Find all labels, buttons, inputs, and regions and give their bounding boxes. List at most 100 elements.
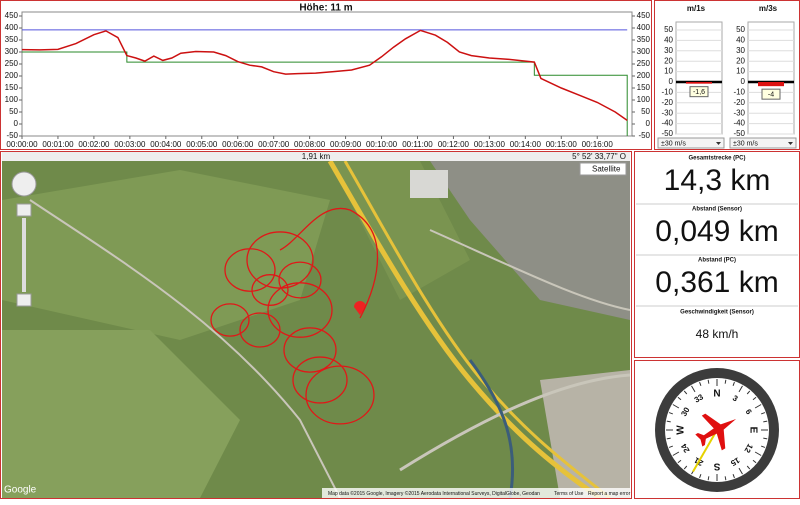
highway xyxy=(327,161,602,498)
map-logo: Google xyxy=(4,485,37,496)
x-tick-label: 00:15:00 xyxy=(546,140,578,149)
y-tick-label: 300 xyxy=(5,47,19,56)
map-attribution: Map data ©2015 Google, Imagery ©2015 Aer… xyxy=(328,490,540,497)
x-tick-label: 00:01:00 xyxy=(42,140,74,149)
road xyxy=(429,229,630,311)
y-tick-label: 400 xyxy=(5,23,19,32)
pan-control[interactable] xyxy=(11,171,37,197)
compass-tick xyxy=(668,412,674,415)
y-tick-label: -50 xyxy=(6,131,18,140)
y-tick-label: 200 xyxy=(5,71,19,80)
canal xyxy=(468,359,515,498)
y-tick-label: 10 xyxy=(736,67,745,76)
compass-tick xyxy=(738,385,743,393)
highway xyxy=(343,161,611,498)
y-tick-label: 100 xyxy=(5,95,19,104)
y-tick-label: -10 xyxy=(733,88,745,97)
y-tick-label: -40 xyxy=(733,119,745,128)
stat-value: 0,361 km xyxy=(655,266,778,299)
x-tick-label: 00:14:00 xyxy=(510,140,542,149)
map-type-label: Satellite xyxy=(592,165,621,174)
x-tick-label: 00:13:00 xyxy=(474,140,506,149)
y-tick-label: 50 xyxy=(664,25,673,34)
y-tick-label: 10 xyxy=(664,67,673,76)
map-scale: 1,91 km xyxy=(302,152,331,161)
y-tick-label: -50 xyxy=(733,129,745,138)
stat-label: Abstand (PC) xyxy=(698,258,736,264)
value-label-box xyxy=(689,86,709,98)
map-ruler xyxy=(2,152,630,161)
flight-track xyxy=(210,207,379,425)
compass-tick xyxy=(677,459,682,464)
y-tick-label: 450 xyxy=(5,11,19,20)
y-tick-label: 350 xyxy=(5,35,19,44)
zoom-in[interactable] xyxy=(16,203,32,217)
zoom-slider[interactable] xyxy=(22,218,26,292)
compass-tick xyxy=(760,412,766,415)
compass-tick xyxy=(752,396,757,401)
compass-tick xyxy=(707,379,710,384)
y-tick-label: 50 xyxy=(736,25,745,34)
compass-tick xyxy=(724,379,727,384)
stat-label: Geschwindigkeit (Sensor) xyxy=(680,310,754,316)
x-tick-label: 00:11:00 xyxy=(402,140,433,149)
y-tick-label: -20 xyxy=(661,98,673,107)
compass-label: W xyxy=(676,425,687,435)
compass-tick xyxy=(707,476,710,481)
compass-tick xyxy=(672,404,680,409)
aircraft-icon xyxy=(695,413,737,451)
y2-tick-label: 150 xyxy=(637,83,651,92)
y-tick-label: -30 xyxy=(733,108,745,117)
chart-title: Höhe: 11 m xyxy=(299,3,352,14)
x-tick-label: 00:00:00 xyxy=(6,140,38,149)
stat-label: Gesamtstrecke (PC) xyxy=(688,156,745,162)
y-tick-label: 20 xyxy=(664,56,673,65)
stat-label: Abstand (Sensor) xyxy=(692,207,742,213)
range-selector[interactable] xyxy=(657,137,725,149)
compass-tick xyxy=(732,473,735,479)
x-tick-label: 00:08:00 xyxy=(294,140,326,149)
terms-link[interactable]: Terms of Use xyxy=(554,491,584,497)
compass: N36E1215S2124W3033 xyxy=(666,379,768,481)
compass-label: 6 xyxy=(744,408,754,417)
x-tick-label: 00:16:00 xyxy=(582,140,614,149)
x-tick-label: 00:07:00 xyxy=(258,140,290,149)
y-tick-label: 30 xyxy=(664,46,673,55)
map[interactable] xyxy=(2,161,630,498)
field xyxy=(2,330,240,498)
compass-tick xyxy=(668,445,674,448)
compass-tick xyxy=(691,385,696,393)
x-tick-label: 00:10:00 xyxy=(366,140,398,149)
map-coordinate: 5° 52' 33,77" O xyxy=(572,152,626,161)
compass-tick xyxy=(752,459,757,464)
y2-tick-label: 450 xyxy=(637,11,651,20)
dropdown-arrow xyxy=(788,142,793,145)
field xyxy=(2,170,330,340)
y-tick-label: 0 xyxy=(669,77,674,86)
compass-label: S xyxy=(713,460,720,471)
range-selector-label: ±30 m/s xyxy=(661,140,686,147)
x-tick-label: 00:04:00 xyxy=(150,140,182,149)
range-selector[interactable] xyxy=(729,137,797,149)
x-tick-label: 00:12:00 xyxy=(438,140,470,149)
x-tick-label: 00:05:00 xyxy=(186,140,218,149)
y-tick-label: -20 xyxy=(733,98,745,107)
compass-tick xyxy=(724,476,727,481)
dropdown-arrow xyxy=(716,142,721,145)
altitude-line xyxy=(21,29,628,122)
y2-tick-label: 300 xyxy=(637,47,651,56)
position-marker xyxy=(354,301,366,315)
value-label: -1,6 xyxy=(693,89,705,96)
report-link[interactable]: Report a map error xyxy=(588,491,631,497)
heading-needle xyxy=(692,429,718,473)
map-type-button[interactable] xyxy=(579,162,627,176)
y-tick-label: -10 xyxy=(661,88,673,97)
compass-tick xyxy=(666,437,671,440)
compass-tick xyxy=(763,437,768,440)
range-selector-label: ±30 m/s xyxy=(733,140,758,147)
zoom-out[interactable] xyxy=(16,293,32,307)
y-tick-label: 20 xyxy=(736,56,745,65)
attribution-bar xyxy=(322,488,630,498)
value-label: -4 xyxy=(768,92,774,99)
